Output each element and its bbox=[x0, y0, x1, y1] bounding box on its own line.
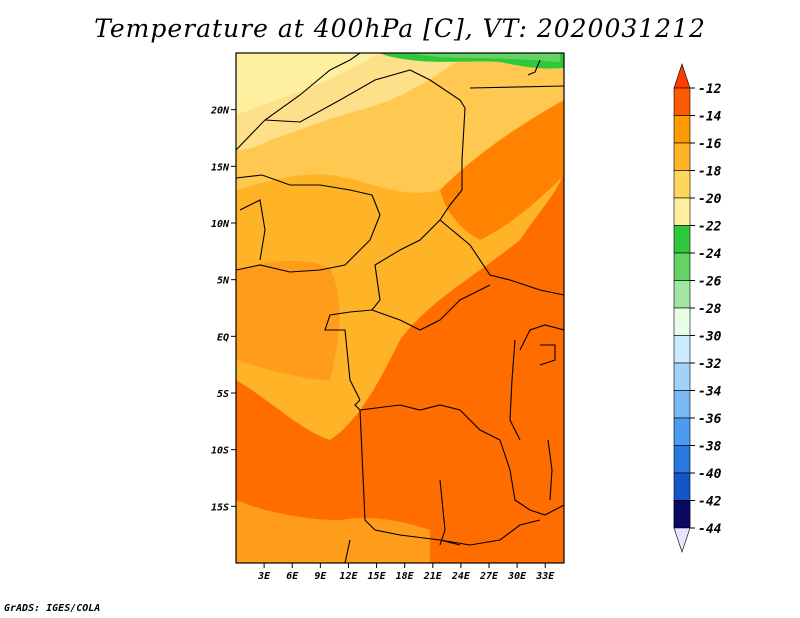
latitude-axis: 20N 15N 10N 5N EQ 5S 10S 15S bbox=[210, 106, 236, 513]
lon-tick-label: 33E bbox=[535, 571, 555, 582]
colorbar-swatch bbox=[673, 87, 691, 116]
lat-tick-label: 15S bbox=[211, 502, 229, 513]
colorbar-label: -28 bbox=[698, 302, 722, 317]
colorbar-label: -14 bbox=[698, 110, 722, 125]
colorbar-label: -26 bbox=[698, 275, 722, 290]
colorbar-label: -22 bbox=[698, 220, 722, 235]
lon-tick-label: 9E bbox=[314, 571, 327, 582]
colorbar-label: -24 bbox=[698, 247, 722, 262]
field-warm-southwest bbox=[236, 420, 334, 520]
field-coolest-north bbox=[236, 53, 380, 115]
colorbar-swatch bbox=[673, 417, 691, 446]
colorbar-swatch bbox=[673, 170, 691, 199]
lon-tick-label: 15E bbox=[368, 571, 387, 582]
lat-tick-label: 15N bbox=[211, 162, 230, 173]
field-warm-northeast bbox=[440, 100, 564, 240]
colorbar-label: -38 bbox=[698, 440, 722, 455]
lon-tick-label: 3E bbox=[257, 571, 271, 582]
colorbar-swatch bbox=[673, 362, 691, 391]
map-frame bbox=[235, 52, 565, 564]
lon-tick-label: 12E bbox=[339, 571, 358, 582]
colorbar-swatch bbox=[673, 225, 691, 254]
colorbar-label: -30 bbox=[698, 330, 722, 345]
colorbar-swatch bbox=[673, 307, 691, 336]
colorbar-label: -36 bbox=[698, 412, 722, 427]
lat-tick-label: 10S bbox=[211, 446, 229, 457]
colorbar-label: -18 bbox=[698, 165, 722, 180]
colorbar-swatch bbox=[673, 445, 691, 474]
colorbar-label: -44 bbox=[698, 522, 722, 537]
lon-tick-label: 24E bbox=[451, 571, 471, 582]
colorbar-swatch bbox=[673, 115, 691, 144]
colorbar-label: -40 bbox=[698, 467, 722, 482]
colorbar-swatch bbox=[673, 142, 691, 171]
colorbar-swatch bbox=[673, 197, 691, 226]
colorbar-swatch bbox=[673, 390, 691, 419]
colorbar-label: -20 bbox=[698, 192, 722, 207]
field-mid-south bbox=[236, 500, 430, 563]
colorbar-swatch bbox=[673, 252, 691, 281]
lon-tick-label: 27E bbox=[479, 571, 499, 582]
lon-tick-label: 18E bbox=[396, 571, 415, 582]
colorbar-swatch bbox=[673, 280, 691, 309]
colorbar: -12 -14 -16 -18 -20 -22 -24 -26 -28 -30 -32 -34 -36 -… bbox=[673, 63, 722, 553]
lat-tick-label: 5N bbox=[217, 276, 230, 287]
country-borders bbox=[236, 53, 564, 563]
lon-tick-label: 6E bbox=[286, 571, 299, 582]
lon-tick-label: 30E bbox=[507, 571, 527, 582]
lon-tick-label: 21E bbox=[423, 571, 443, 582]
field-mid-west bbox=[236, 260, 340, 380]
colorbar-label: -32 bbox=[698, 357, 722, 372]
colorbar-bottom-arrow bbox=[673, 527, 691, 553]
footer-credit: GrADS: IGES/COLA bbox=[4, 603, 101, 614]
colorbar-label: -42 bbox=[698, 495, 722, 510]
colorbar-top-arrow bbox=[673, 63, 691, 89]
longitude-axis: 3E 6E 9E 12E 15E 18E 21E 24E 27E 30E 33E bbox=[257, 563, 555, 582]
colorbar-swatch bbox=[673, 472, 691, 501]
map-title: Temperature at 400hPa [C], VT: 202003121… bbox=[94, 14, 706, 43]
colorbar-label: -16 bbox=[698, 137, 722, 152]
colorbar-swatch bbox=[673, 500, 691, 529]
temperature-field bbox=[236, 53, 564, 563]
lat-tick-label: 10N bbox=[211, 219, 230, 230]
field-light-green-patch bbox=[410, 53, 560, 62]
lat-tick-label: 5S bbox=[217, 389, 229, 400]
colorbar-swatch bbox=[673, 335, 691, 364]
colorbar-label: -12 bbox=[698, 82, 722, 97]
lat-tick-label: 20N bbox=[210, 106, 230, 117]
lat-tick-label: EQ bbox=[217, 332, 229, 343]
colorbar-label: -34 bbox=[698, 385, 722, 400]
